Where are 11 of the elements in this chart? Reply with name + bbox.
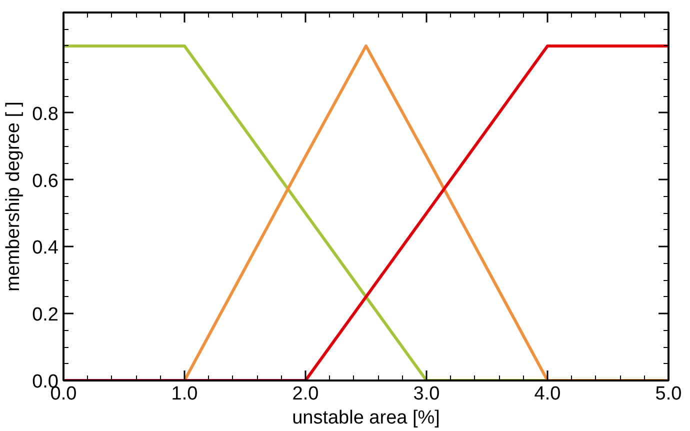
y-tick-label: 0.8 — [32, 104, 59, 125]
x-tick-label: 5.0 — [655, 384, 682, 404]
x-tick-label: 1.0 — [171, 384, 198, 404]
x-tick-label: 2.0 — [292, 384, 319, 404]
y-tick-label: 0.2 — [32, 304, 59, 326]
x-tick-label: 4.0 — [534, 384, 561, 404]
x-axis-title: unstable area [%] — [292, 408, 440, 428]
y-tick-label: 0.6 — [32, 170, 59, 192]
y-tick-label: 0.4 — [32, 238, 59, 259]
x-tick-label: 3.0 — [413, 384, 440, 404]
y-axis-title: membership degree [ ] — [3, 101, 24, 292]
